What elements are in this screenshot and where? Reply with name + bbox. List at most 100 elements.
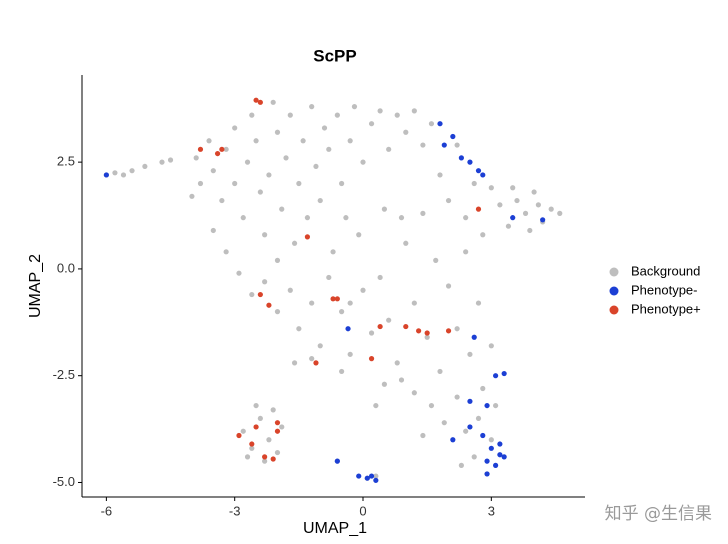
point (467, 424, 473, 430)
point (253, 424, 259, 430)
x-tick-label: 0 (359, 503, 366, 518)
point (463, 249, 469, 255)
point (497, 202, 503, 208)
point (377, 323, 383, 330)
point (210, 168, 216, 174)
point (454, 142, 460, 148)
point (510, 215, 516, 221)
point (142, 163, 148, 170)
point (257, 99, 263, 105)
point (253, 402, 259, 409)
point (501, 370, 507, 377)
point (411, 108, 417, 114)
point (480, 385, 486, 392)
point (484, 471, 490, 477)
point (514, 197, 520, 204)
point (266, 172, 272, 178)
point (510, 185, 516, 191)
point (381, 206, 387, 212)
point (360, 159, 366, 165)
point (467, 398, 473, 404)
watermark: 知乎 @生信果 (605, 504, 712, 524)
point (398, 377, 405, 383)
point (214, 150, 221, 157)
point (129, 168, 135, 174)
point (505, 223, 512, 229)
point (236, 432, 242, 439)
point (189, 193, 195, 199)
point (488, 445, 494, 451)
point (240, 428, 246, 434)
point (283, 155, 289, 161)
point (484, 402, 490, 409)
y-tick-label: -5.0 (53, 474, 75, 489)
point (386, 317, 392, 323)
point (420, 432, 426, 439)
point (471, 180, 477, 187)
point (339, 368, 345, 375)
point (450, 437, 456, 443)
point (262, 279, 268, 285)
point (339, 180, 345, 187)
point (262, 232, 268, 238)
point (343, 215, 349, 221)
point (437, 121, 443, 127)
point (334, 112, 340, 118)
point (326, 274, 332, 281)
point (249, 441, 255, 447)
point (193, 155, 199, 161)
point (103, 172, 109, 178)
point (411, 390, 417, 396)
point (441, 142, 447, 148)
point (497, 452, 503, 458)
point (300, 138, 306, 144)
point (463, 428, 469, 434)
point (326, 146, 332, 152)
point (257, 291, 263, 298)
point (249, 112, 255, 118)
point (373, 477, 379, 483)
point (445, 283, 452, 289)
point (287, 112, 293, 118)
point (501, 454, 507, 460)
point (266, 302, 272, 308)
point (394, 112, 400, 118)
point (347, 138, 353, 144)
point (223, 146, 229, 152)
point (475, 206, 482, 212)
point (420, 142, 426, 148)
point (441, 420, 447, 426)
point (540, 217, 546, 223)
point (232, 125, 238, 131)
y-tick-label: 2.5 (57, 154, 75, 169)
point (304, 215, 311, 221)
point (330, 296, 336, 302)
point (454, 326, 460, 332)
point (296, 180, 302, 187)
point (368, 356, 375, 362)
point (368, 121, 375, 127)
point (274, 449, 281, 456)
point (257, 415, 263, 422)
point (428, 402, 435, 409)
point (120, 172, 127, 178)
point (411, 300, 417, 306)
point (219, 146, 225, 152)
point (309, 104, 315, 110)
point (167, 157, 174, 163)
point (522, 210, 529, 216)
point (274, 428, 281, 434)
point (112, 170, 118, 176)
point (403, 129, 409, 135)
point (535, 202, 541, 208)
point (309, 300, 315, 306)
x-tick-label: -6 (101, 503, 113, 518)
point (244, 454, 251, 460)
point (356, 473, 362, 479)
point (471, 454, 477, 460)
point (270, 456, 276, 462)
point (321, 125, 328, 131)
point (334, 296, 340, 302)
point (428, 121, 435, 127)
point (291, 240, 298, 246)
